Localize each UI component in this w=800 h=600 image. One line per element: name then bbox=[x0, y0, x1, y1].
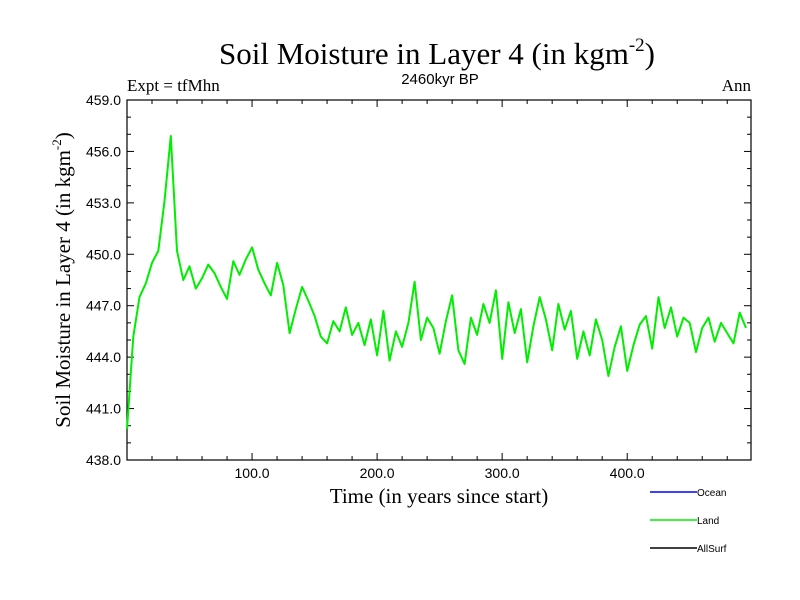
x-tick-label: 400.0 bbox=[610, 465, 645, 481]
legend-label-allsurf: AllSurf bbox=[697, 544, 727, 555]
legend: Ocean Land AllSurf bbox=[650, 488, 727, 555]
x-tick-label: 200.0 bbox=[360, 465, 395, 481]
chart-subtitle: 2460kyr BP bbox=[401, 71, 479, 88]
y-tick-label: 447.0 bbox=[86, 298, 121, 314]
y-tick-label: 441.0 bbox=[86, 401, 121, 417]
chart-title-superscript: -2 bbox=[629, 35, 645, 56]
season-label: Ann bbox=[722, 76, 752, 95]
plot-frame bbox=[126, 99, 752, 461]
y-tick-label: 450.0 bbox=[86, 246, 121, 262]
x-tick-label: 100.0 bbox=[235, 465, 270, 481]
chart-title-close: ) bbox=[645, 36, 655, 71]
legend-label-land: Land bbox=[697, 516, 719, 527]
y-axis-label-close: ) bbox=[51, 132, 75, 139]
y-axis-label-superscript: -2 bbox=[49, 139, 64, 150]
legend-label-ocean: Ocean bbox=[697, 488, 726, 499]
y-tick-label: 444.0 bbox=[86, 349, 121, 365]
chart-title-main: Soil Moisture in Layer 4 (in kgm bbox=[219, 36, 629, 71]
x-axis-label: Time (in years since start) bbox=[330, 484, 549, 508]
x-tick-label: 300.0 bbox=[485, 465, 520, 481]
y-tick-label: 438.0 bbox=[86, 452, 121, 468]
series-line-land bbox=[126, 135, 747, 430]
y-tick-label: 453.0 bbox=[86, 195, 121, 211]
experiment-label: Expt = tfMhn bbox=[127, 76, 220, 95]
chart-title: Soil Moisture in Layer 4 (in kgm-2) bbox=[219, 35, 655, 71]
y-tick-label: 456.0 bbox=[86, 143, 121, 159]
series-group bbox=[126, 135, 747, 430]
y-axis-label: Soil Moisture in Layer 4 (in kgm-2) bbox=[49, 132, 75, 427]
y-axis: 438.0 441.0 444.0 447.0 450.0 453.0 456.0 459.0 bbox=[86, 92, 751, 468]
y-tick-label: 459.0 bbox=[86, 92, 121, 108]
y-axis-label-main: Soil Moisture in Layer 4 (in kgm bbox=[51, 150, 75, 428]
x-axis: 100.0 200.0 300.0 400.0 bbox=[151, 100, 728, 481]
